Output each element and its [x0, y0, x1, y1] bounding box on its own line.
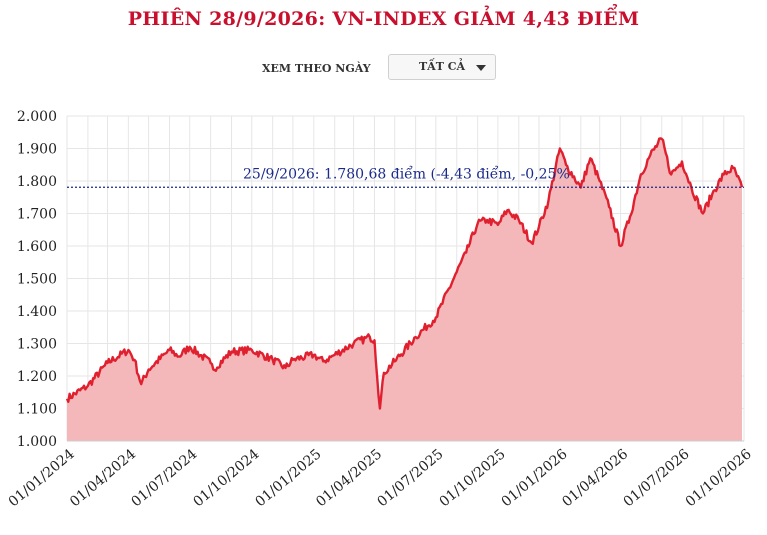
y-tick-label: 1.400 — [17, 304, 57, 320]
x-tick-label: 01/10/2026 — [683, 446, 755, 510]
x-tick-label: 01/04/2024 — [67, 446, 139, 510]
x-tick-label: 01/07/2025 — [374, 446, 446, 510]
page-title: PHIÊN 28/9/2026: VN-INDEX GIẢM 4,43 ĐIỂM — [127, 8, 640, 30]
x-tick-label: 01/07/2024 — [128, 446, 200, 510]
x-tick-label: 01/04/2026 — [559, 446, 631, 510]
filter-label: XEM THEO NGÀY — [262, 62, 371, 75]
area-fill — [67, 138, 742, 441]
date-range-select[interactable]: TẤT CẢ — [388, 54, 496, 80]
chevron-down-icon — [476, 65, 486, 71]
y-tick-label: 1.200 — [17, 369, 57, 385]
x-tick-label: 01/01/2024 — [6, 446, 78, 510]
index-line — [65, 137, 744, 410]
x-tick-label: 01/04/2025 — [313, 446, 385, 510]
y-tick-label: 1.300 — [17, 337, 57, 353]
y-tick-label: 1.100 — [17, 402, 57, 418]
y-tick-label: 1.800 — [17, 174, 57, 190]
y-tick-label: 1.900 — [17, 142, 57, 158]
y-tick-label: 2.000 — [17, 109, 57, 125]
y-tick-label: 1.500 — [17, 272, 57, 288]
x-tick-label: 01/10/2025 — [437, 446, 509, 510]
x-tick-label: 01/01/2025 — [252, 446, 324, 510]
date-range-value: TẤT CẢ — [419, 60, 466, 73]
y-tick-label: 1.700 — [17, 207, 57, 223]
y-tick-label: 1.000 — [17, 434, 57, 450]
x-tick-label: 01/01/2026 — [499, 446, 571, 510]
annotation-label: 25/9/2026: 1.780,68 điểm (-4,43 điểm, -0… — [243, 164, 570, 182]
x-tick-label: 01/07/2026 — [621, 446, 693, 510]
y-tick-label: 1.600 — [17, 239, 57, 255]
x-tick-label: 01/10/2024 — [190, 446, 262, 510]
